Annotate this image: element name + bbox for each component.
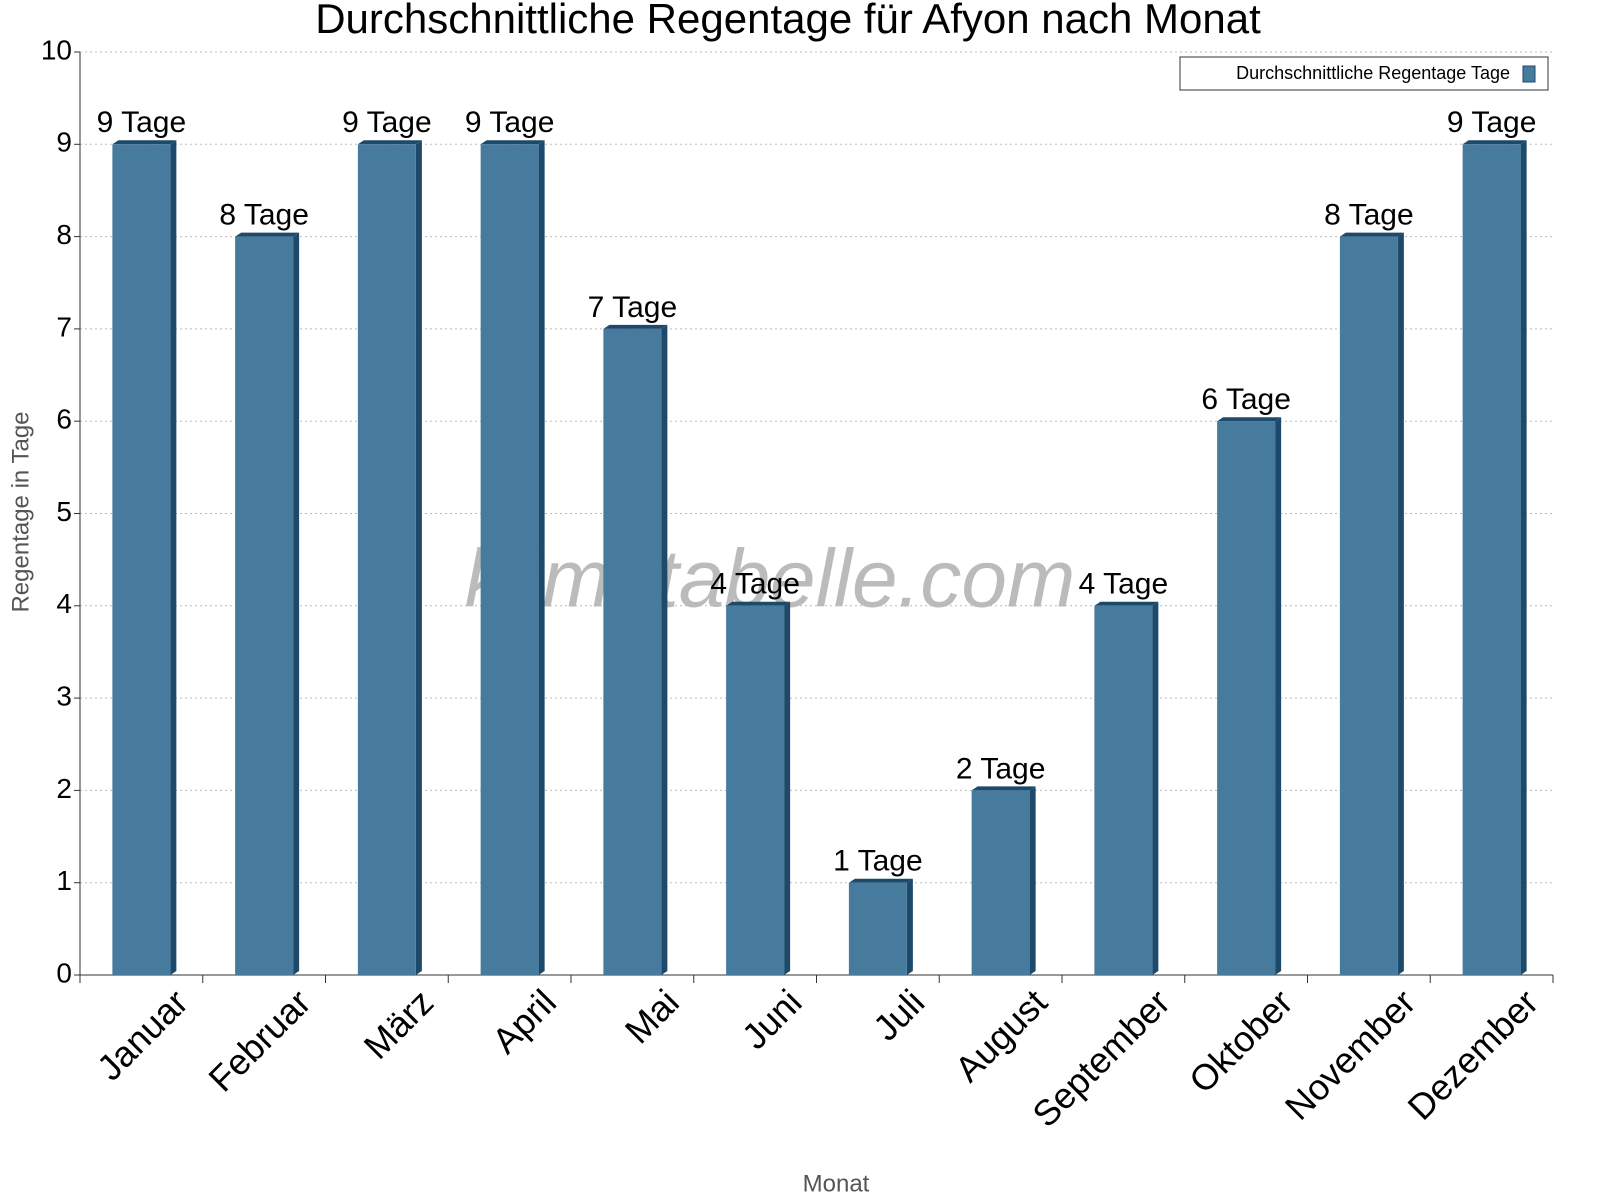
- bar-top: [971, 786, 1036, 791]
- bar-top: [112, 140, 177, 145]
- value-label: 6 Tage: [1201, 383, 1291, 416]
- value-label: 8 Tage: [219, 199, 309, 232]
- y-axis-label: Regentage in Tage: [7, 411, 34, 612]
- bar: [1094, 605, 1153, 975]
- chart-title: Durchschnittliche Regentage für Afyon na…: [315, 0, 1261, 42]
- bar: [357, 144, 416, 976]
- y-tick-label: 8: [56, 219, 72, 250]
- bar-top: [1339, 232, 1404, 237]
- bar-top: [235, 232, 300, 237]
- value-label: 9 Tage: [465, 106, 555, 139]
- y-tick-label: 0: [56, 957, 72, 988]
- value-label: 7 Tage: [588, 291, 678, 324]
- y-tick-label: 5: [56, 496, 72, 527]
- bar: [480, 144, 539, 976]
- value-label: 9 Tage: [342, 106, 432, 139]
- y-tick-label: 3: [56, 680, 72, 711]
- bar-top: [848, 878, 913, 883]
- bar-side: [906, 878, 913, 975]
- bar: [1217, 421, 1276, 975]
- bar: [848, 882, 907, 975]
- bar-top: [480, 140, 545, 145]
- value-label: 4 Tage: [1079, 568, 1169, 601]
- bar-side: [1275, 417, 1282, 975]
- bar: [603, 328, 662, 975]
- y-tick-label: 2: [56, 773, 72, 804]
- bar: [1462, 144, 1521, 976]
- y-tick-label: 4: [56, 588, 72, 619]
- value-label: 2 Tage: [956, 752, 1046, 785]
- bar-top: [603, 324, 668, 329]
- bar-side: [293, 232, 300, 976]
- x-axis-label: Monat: [803, 1170, 870, 1197]
- y-tick-label: 10: [41, 34, 72, 65]
- value-label: 9 Tage: [97, 106, 187, 139]
- bar: [726, 605, 785, 975]
- bar-side: [784, 601, 791, 975]
- bar: [971, 790, 1030, 975]
- bar-side: [1520, 140, 1527, 976]
- value-label: 9 Tage: [1447, 106, 1537, 139]
- y-tick-label: 6: [56, 404, 72, 435]
- y-tick-label: 1: [56, 865, 72, 896]
- y-tick-label: 7: [56, 311, 72, 342]
- bar-top: [1094, 601, 1159, 606]
- bar-top: [1462, 140, 1527, 145]
- legend-box: [1179, 56, 1549, 91]
- legend-swatch: [1522, 65, 1536, 83]
- bar: [1339, 236, 1398, 976]
- bar-side: [661, 324, 668, 975]
- bar-side: [1152, 601, 1159, 975]
- bar-side: [170, 140, 177, 976]
- bar-side: [1397, 232, 1404, 976]
- bar-side: [1029, 786, 1036, 975]
- bar-top: [726, 601, 791, 606]
- bar-top: [1217, 417, 1282, 422]
- value-label: 4 Tage: [710, 568, 800, 601]
- bar-side: [415, 140, 422, 976]
- value-label: 1 Tage: [833, 845, 923, 878]
- legend-label: Durchschnittliche Regentage Tage: [1236, 63, 1510, 83]
- bar-side: [538, 140, 545, 976]
- y-tick-label: 9: [56, 127, 72, 158]
- bar: [112, 144, 171, 976]
- value-label: 8 Tage: [1324, 199, 1414, 232]
- bar-top: [357, 140, 422, 145]
- bar: [235, 236, 294, 976]
